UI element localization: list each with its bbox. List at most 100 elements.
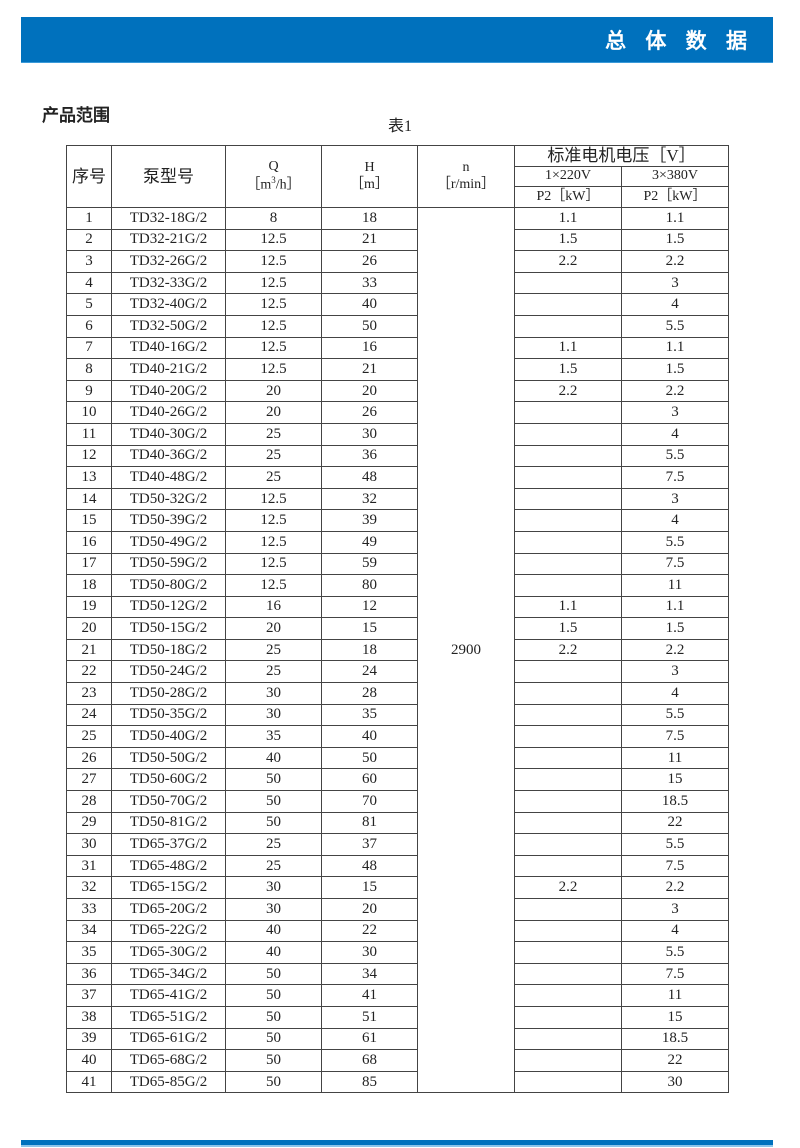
table-row: 27 TD50-60G/2 50 60 15 [66, 768, 729, 792]
table-row: 17 TD50-59G/2 12.5 59 7.5 [66, 552, 729, 576]
flow-q: 25 [225, 466, 322, 489]
header-p2-220: P2［kW］ [514, 186, 622, 208]
pump-model: TD50-35G/2 [111, 703, 226, 727]
power-220v [514, 962, 622, 986]
pump-model: TD50-15G/2 [111, 617, 226, 640]
table-row: 22 TD50-24G/2 25 24 3 [66, 660, 729, 684]
power-380v: 11 [621, 746, 729, 770]
flow-q: 30 [225, 876, 322, 899]
table-row: 37 TD65-41G/2 50 41 11 [66, 984, 729, 1007]
flow-q: 12.5 [225, 293, 322, 316]
head-h: 20 [321, 898, 418, 921]
power-380v: 2.2 [621, 876, 729, 899]
power-380v: 3 [621, 487, 729, 511]
head-h: 21 [321, 228, 418, 252]
power-220v [514, 401, 622, 424]
table-row: 12 TD40-36G/2 25 36 5.5 [66, 444, 729, 468]
row-number: 38 [66, 1005, 112, 1029]
table-row: 6 TD32-50G/2 12.5 50 5.5 [66, 314, 729, 338]
power-220v [514, 314, 622, 338]
pump-model: TD50-39G/2 [111, 509, 226, 532]
row-number: 41 [66, 1070, 112, 1094]
table-row: 4 TD32-33G/2 12.5 33 3 [66, 271, 729, 295]
row-number: 19 [66, 595, 112, 619]
power-380v: 22 [621, 1049, 729, 1072]
head-h: 51 [321, 1005, 418, 1029]
head-h: 40 [321, 293, 418, 316]
row-number: 13 [66, 466, 112, 489]
pump-model: TD65-37G/2 [111, 833, 226, 856]
head-h: 60 [321, 768, 418, 792]
pump-model: TD50-59G/2 [111, 552, 226, 576]
flow-q: 12.5 [225, 336, 322, 360]
power-380v: 7.5 [621, 552, 729, 576]
flow-q: 12.5 [225, 552, 322, 576]
pump-model: TD50-32G/2 [111, 487, 226, 511]
head-h: 48 [321, 854, 418, 878]
power-220v [514, 487, 622, 511]
head-h: 68 [321, 1049, 418, 1072]
row-number: 4 [66, 271, 112, 295]
flow-q: 16 [225, 595, 322, 619]
row-number: 22 [66, 660, 112, 684]
power-220v [514, 1070, 622, 1094]
pump-model: TD40-20G/2 [111, 379, 226, 403]
table-row: 9 TD40-20G/2 20 20 2.2 2.2 [66, 379, 729, 403]
table-row: 8 TD40-21G/2 12.5 21 1.5 1.5 [66, 358, 729, 381]
head-h: 50 [321, 314, 418, 338]
power-380v: 3 [621, 401, 729, 424]
flow-q: 35 [225, 725, 322, 748]
flow-q: 8 [225, 207, 322, 230]
head-h: 81 [321, 811, 418, 835]
power-380v: 5.5 [621, 941, 729, 964]
table-row: 11 TD40-30G/2 25 30 4 [66, 422, 729, 446]
pump-model: TD40-48G/2 [111, 466, 226, 489]
table-row: 39 TD65-61G/2 50 61 18.5 [66, 1027, 729, 1051]
power-380v: 11 [621, 574, 729, 597]
row-number: 34 [66, 919, 112, 943]
header-banner: 总 体 数 据 [21, 17, 773, 63]
head-h: 32 [321, 487, 418, 511]
head-h: 50 [321, 746, 418, 770]
power-220v: 1.1 [514, 207, 622, 230]
flow-q: 12.5 [225, 574, 322, 597]
flow-q: 30 [225, 898, 322, 921]
power-380v: 11 [621, 984, 729, 1007]
head-h: 18 [321, 638, 418, 662]
pump-model: TD32-18G/2 [111, 207, 226, 230]
power-380v: 2.2 [621, 638, 729, 662]
table-row: 28 TD50-70G/2 50 70 18.5 [66, 790, 729, 813]
table-caption: 表1 [388, 118, 413, 135]
flow-q: 50 [225, 768, 322, 792]
table-row: 24 TD50-35G/2 30 35 5.5 [66, 703, 729, 727]
flow-q: 50 [225, 811, 322, 835]
header-n: n ［r/min］ [417, 145, 515, 208]
head-h: 24 [321, 660, 418, 684]
table-row: 19 TD50-12G/2 16 12 1.1 1.1 [66, 595, 729, 619]
head-h: 12 [321, 595, 418, 619]
pump-model: TD50-70G/2 [111, 790, 226, 813]
power-380v: 5.5 [621, 833, 729, 856]
table-row: 7 TD40-16G/2 12.5 16 1.1 1.1 [66, 336, 729, 360]
pump-model: TD50-49G/2 [111, 530, 226, 554]
power-220v [514, 854, 622, 878]
row-number: 23 [66, 682, 112, 705]
flow-q: 25 [225, 444, 322, 468]
power-220v: 1.1 [514, 336, 622, 360]
row-number: 24 [66, 703, 112, 727]
power-380v: 7.5 [621, 962, 729, 986]
pump-model: TD40-16G/2 [111, 336, 226, 360]
power-220v [514, 811, 622, 835]
power-220v [514, 271, 622, 295]
head-h: 26 [321, 250, 418, 273]
pump-model: TD40-21G/2 [111, 358, 226, 381]
table-row: 29 TD50-81G/2 50 81 22 [66, 811, 729, 835]
head-h: 18 [321, 207, 418, 230]
table-row: 40 TD65-68G/2 50 68 22 [66, 1049, 729, 1072]
table-row: 33 TD65-20G/2 30 20 3 [66, 898, 729, 921]
power-220v [514, 509, 622, 532]
flow-q: 20 [225, 379, 322, 403]
power-380v: 30 [621, 1070, 729, 1094]
power-220v [514, 1005, 622, 1029]
table-row: 26 TD50-50G/2 40 50 11 [66, 746, 729, 770]
